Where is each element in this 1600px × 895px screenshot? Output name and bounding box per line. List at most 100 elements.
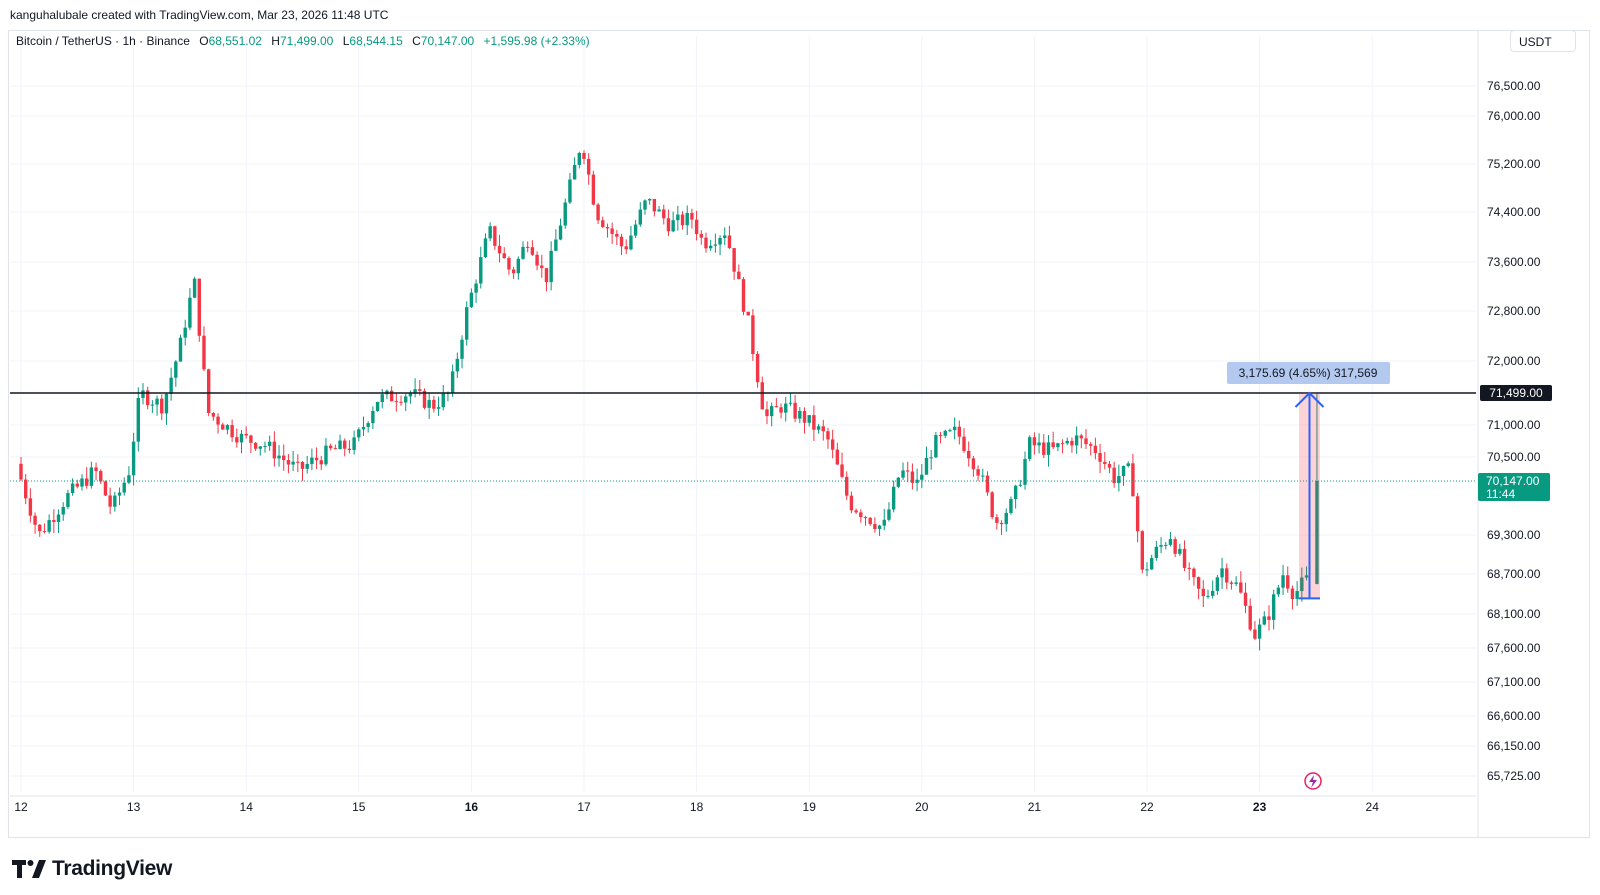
candle-body [150, 404, 155, 406]
candle-body [1253, 629, 1257, 639]
candle-body [690, 212, 694, 220]
time-axis[interactable]: 12 13 14 15 16 17 18 19 20 21 22 23 24 [14, 800, 1379, 814]
candle-body [943, 430, 947, 436]
candle-body [619, 236, 624, 247]
candle-body [328, 445, 333, 449]
candle-body [572, 164, 577, 180]
candle-body [497, 245, 502, 254]
candle-body [338, 440, 342, 450]
candle-body [929, 457, 933, 459]
change-value: +1,595.98 (+2.33%) [483, 34, 590, 48]
candle-body [680, 214, 685, 226]
candle-body [962, 436, 966, 451]
candle-body [361, 426, 366, 430]
candle-body [33, 515, 37, 525]
candle-body [666, 218, 671, 232]
candle-body [286, 460, 291, 465]
candle-body [605, 227, 610, 229]
lightning-alert-icon[interactable] [1304, 772, 1322, 790]
chart-frame [8, 30, 1590, 838]
candle-body [1206, 595, 1210, 597]
candle-body [145, 390, 150, 406]
candle-body [267, 441, 272, 446]
candle-body [221, 424, 225, 430]
candle-body [577, 152, 582, 165]
price-tick-label: 76,500.00 [1487, 79, 1541, 93]
candle-body [1042, 442, 1046, 455]
candle-body [314, 457, 319, 461]
candle-body [732, 248, 736, 272]
candle-body [873, 524, 877, 529]
price-tick-label: 68,700.00 [1487, 567, 1541, 581]
candle-body [835, 449, 840, 465]
candle-body [1159, 545, 1163, 547]
candle-body [830, 439, 835, 450]
candle-body [1023, 459, 1027, 485]
symbol-name[interactable]: Bitcoin / TetherUS · 1h · Binance [16, 34, 190, 48]
candle-body [601, 220, 605, 228]
candle-body [746, 311, 750, 316]
candle-body [816, 426, 821, 430]
candle-body [347, 448, 352, 450]
price-axis[interactable]: 76,500.00 76,000.00 75,200.00 74,400.00 73,6… [1487, 79, 1541, 783]
candle-body [891, 486, 896, 510]
candle-body [70, 483, 75, 494]
candle-body [685, 212, 689, 226]
candle-body [1013, 485, 1018, 500]
candle-body [1060, 443, 1065, 445]
candle-body [366, 423, 370, 427]
candle-body [136, 397, 140, 442]
candle-body [235, 437, 239, 443]
candle-body [596, 204, 600, 221]
candle-body [371, 410, 375, 424]
candle-body [737, 271, 741, 280]
candle-body [117, 492, 122, 496]
candle-body [75, 483, 79, 487]
candle-body [211, 412, 216, 417]
candle-body [427, 399, 431, 408]
measure-label: 3,175.69 (4.65%) 317,569 [1239, 366, 1378, 380]
candle-body [1300, 577, 1304, 592]
candle-body [868, 517, 872, 525]
candle-body [765, 409, 769, 417]
candle-body [920, 474, 924, 480]
candle-body [225, 425, 230, 430]
level-price-tag: 71,499.00 [1480, 385, 1552, 401]
low-value: 68,544.15 [349, 34, 403, 48]
candle-body [652, 198, 657, 212]
candle-body [343, 440, 347, 449]
candle-body [708, 245, 713, 249]
candle-body [788, 402, 793, 404]
candle-body [1290, 588, 1295, 600]
candle-body [676, 214, 680, 221]
measure-tool[interactable]: 3,175.69 (4.65%) 317,569 [1227, 362, 1390, 600]
candle-body [1271, 594, 1276, 620]
currency-button[interactable]: USDT [1510, 30, 1576, 52]
candle-body [1065, 440, 1069, 444]
brand-text: TradingView [52, 857, 173, 880]
candle-body [633, 224, 638, 236]
candle-body [849, 495, 854, 511]
price-tick-label: 66,600.00 [1487, 709, 1541, 723]
candle-body [1117, 476, 1121, 484]
candle-body [530, 247, 535, 255]
candle-body [1121, 465, 1126, 477]
candle-body [1178, 548, 1182, 554]
candle-body [436, 407, 441, 409]
time-tick-label: 15 [352, 800, 366, 814]
price-tick-label: 70,500.00 [1487, 450, 1541, 464]
candle-body [981, 475, 985, 477]
candle-body [540, 265, 544, 269]
candle-body [1140, 531, 1145, 570]
candle-body [1084, 438, 1088, 445]
candle-body [535, 254, 539, 266]
candle-body [699, 234, 703, 238]
candle-body [1276, 587, 1281, 595]
tradingview-logo: TradingView [12, 857, 172, 881]
candle-body [769, 406, 774, 417]
time-tick-label: 24 [1366, 800, 1380, 814]
time-tick-label: 22 [1140, 800, 1154, 814]
tradingview-logo-icon [12, 860, 46, 878]
candle-body [558, 225, 563, 240]
